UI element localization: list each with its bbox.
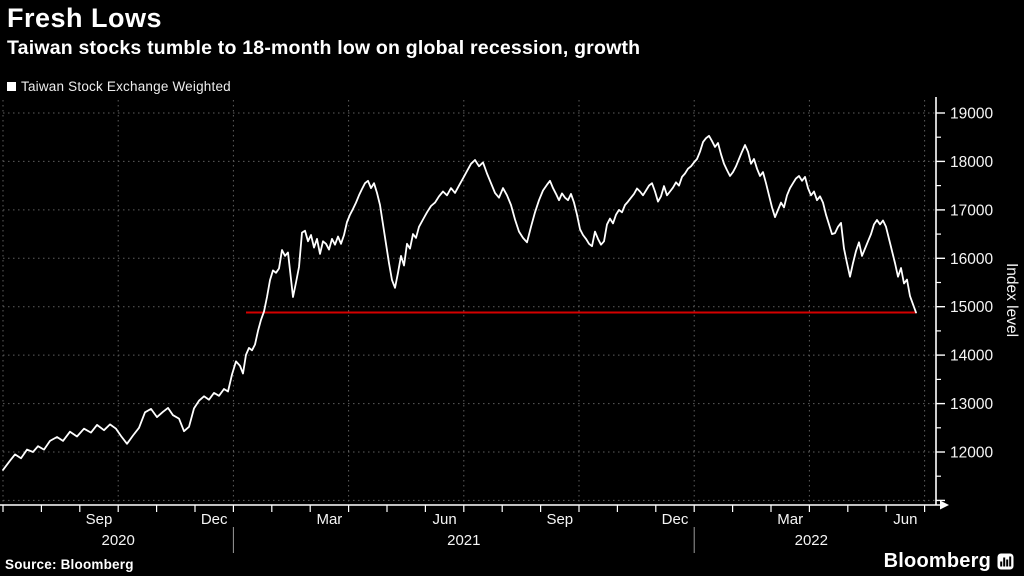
x-axis-month-label: Mar [777,511,803,528]
x-axis-arrow-icon [940,500,949,510]
x-axis-year-label: 2022 [795,532,828,549]
x-axis-month-label: Sep [86,511,113,528]
legend-label: Taiwan Stock Exchange Weighted [21,79,231,94]
price-line [2,134,917,471]
x-axis-month-label: Jun [433,511,457,528]
x-axis-month-label: Dec [201,511,228,528]
y-axis-tick-label: 14000 [950,348,993,365]
page-title: Fresh Lows [7,3,163,33]
chart-bars-icon [997,553,1014,570]
bloomberg-logo-text: Bloomberg [883,550,991,572]
y-axis-tick-label: 19000 [950,106,993,123]
y-axis-tick-label: 13000 [950,396,993,413]
x-axis-month-label: Jun [893,511,917,528]
x-axis-year-label: 2021 [447,532,480,549]
x-axis-month-label: Mar [316,511,342,528]
y-axis-tick-label: 15000 [950,299,993,316]
bloomberg-logo: Bloomberg [884,550,1014,573]
chart-subtitle: Taiwan stocks tumble to 18-month low on … [7,37,641,59]
y-axis-tick-label: 17000 [950,202,993,219]
legend-square-icon [7,82,16,91]
y-axis-tick-label: 16000 [950,251,993,268]
chart-legend: Taiwan Stock Exchange Weighted [7,79,231,94]
x-axis-month-label: Dec [662,511,689,528]
y-axis-tick-label: 12000 [950,444,993,461]
source-label: Source: Bloomberg [5,557,134,572]
y-axis-tick-label: 18000 [950,154,993,171]
x-axis-month-label: Sep [546,511,573,528]
y-axis-title: Index level [1003,263,1020,337]
x-axis-year-label: 2020 [102,532,135,549]
